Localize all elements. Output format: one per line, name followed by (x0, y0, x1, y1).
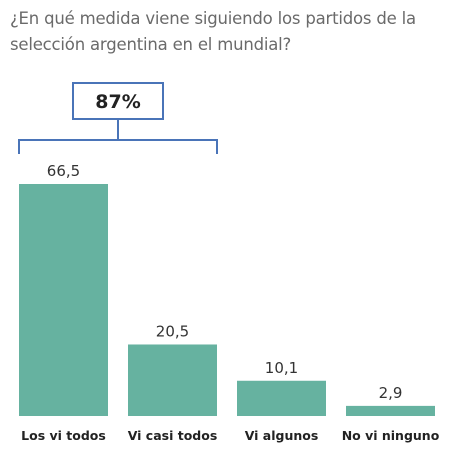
category-label-vi-casi-todos: Vi casi todos (128, 428, 218, 443)
value-labels: 66,5 20,5 10,1 2,9 (47, 162, 403, 402)
value-label-los-vi-todos: 66,5 (47, 162, 80, 180)
value-label-no-vi-ninguno: 2,9 (379, 384, 403, 402)
callout: 87% (18, 82, 218, 154)
chart-title: ¿En qué medida viene siguiendo los parti… (10, 9, 416, 54)
value-label-vi-algunos: 10,1 (265, 359, 298, 377)
category-label-vi-algunos: Vi algunos (245, 428, 319, 443)
callout-box (72, 82, 164, 120)
bar-vi-algunos (237, 380, 326, 416)
category-label-los-vi-todos: Los vi todos (21, 428, 106, 443)
bars (19, 184, 435, 416)
callout-text: 87% (95, 91, 140, 113)
bar-no-vi-ninguno (346, 405, 435, 416)
value-label-vi-casi-todos: 20,5 (156, 322, 189, 340)
bar-vi-casi-todos (128, 344, 217, 416)
category-labels: Los vi todos Vi casi todos Vi algunos No vi… (21, 428, 440, 443)
callout-bracket (18, 139, 218, 154)
bar-los-vi-todos (19, 184, 108, 416)
category-label-no-vi-ninguno: No vi ninguno (342, 428, 440, 443)
